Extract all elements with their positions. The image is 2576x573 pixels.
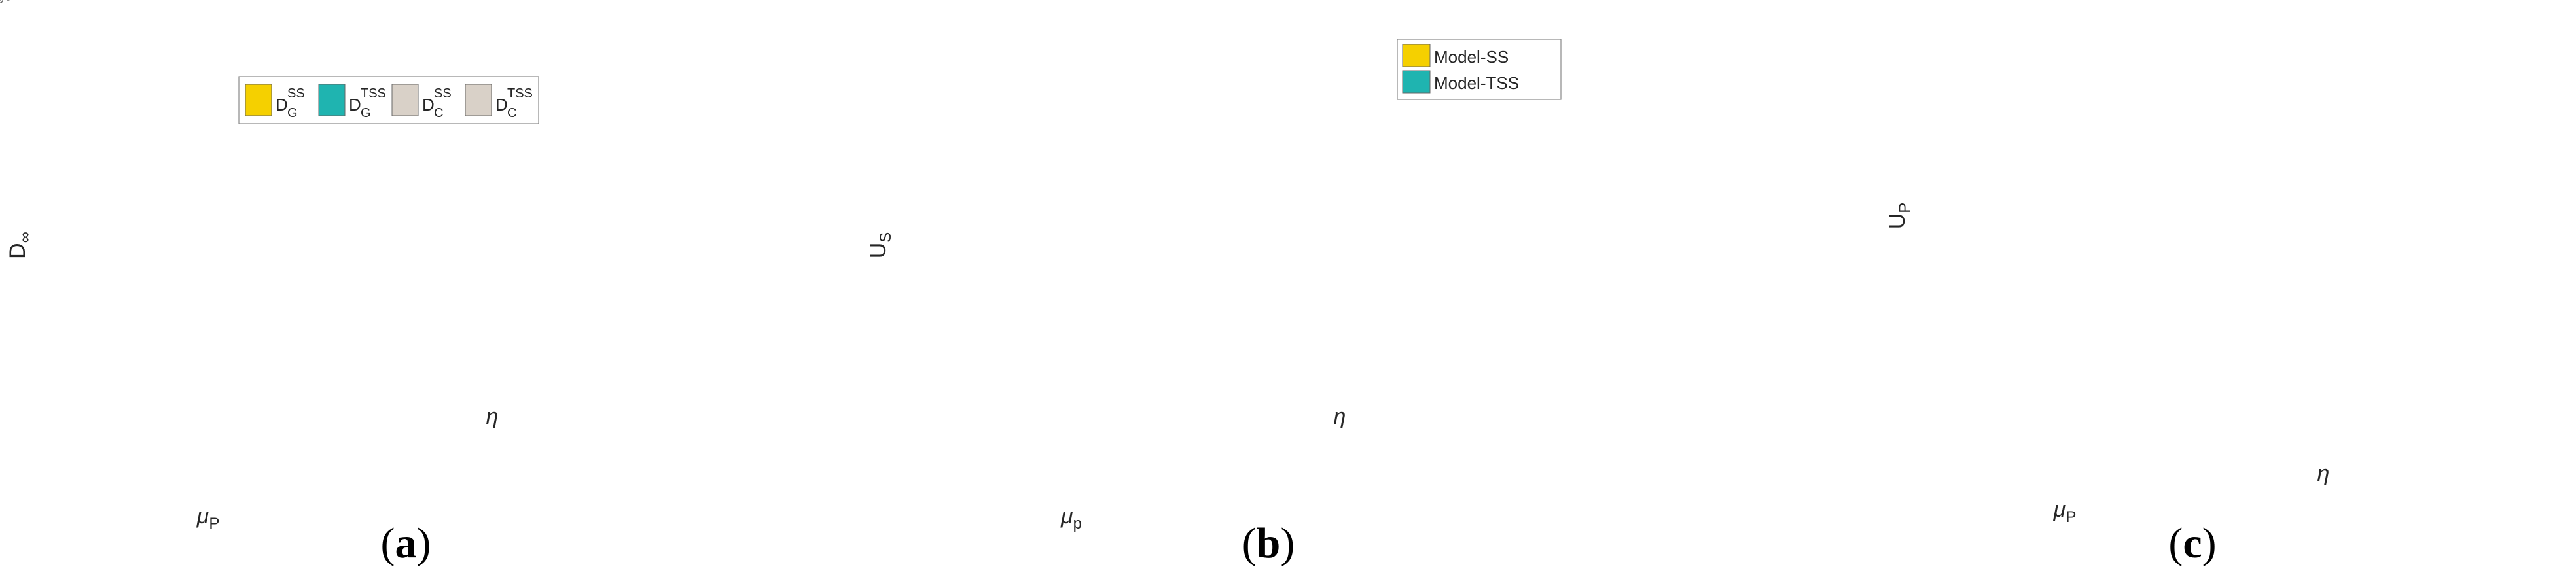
z-axis-label-sub: ∞ bbox=[16, 232, 34, 243]
tick-labels: 00.20.40.60.8100.510100200300400 bbox=[0, 0, 14, 5]
legend-label-sup: TSS bbox=[361, 86, 386, 101]
y-axis-label: η bbox=[486, 404, 499, 429]
x-tick-label: 0.4 bbox=[0, 0, 14, 5]
tick-labels: 00.5100.20.40.60.810200400 bbox=[0, 0, 14, 5]
x-tick-label: 0.4 bbox=[0, 0, 14, 5]
x-axis-label-sub: p bbox=[1073, 515, 1082, 532]
z-axis-label-base: U bbox=[1885, 213, 1910, 230]
z-axis-label-base: D bbox=[5, 243, 30, 259]
caption-close-paren: ) bbox=[2202, 519, 2217, 567]
y-tick-label: 0.8 bbox=[0, 0, 14, 5]
z-axis-label: D∞ bbox=[5, 232, 34, 259]
legend-label: DSS C bbox=[422, 86, 452, 120]
caption-open-paren: ( bbox=[381, 519, 395, 567]
legend-label: Model-SS bbox=[1434, 47, 1509, 67]
legend: DSS G DTSS G DSS C DTSS C bbox=[238, 76, 539, 124]
caption-letter: c bbox=[2183, 519, 2202, 567]
legend-label-base: D bbox=[422, 95, 435, 114]
legend-label-base: D bbox=[495, 95, 508, 114]
chart-panel-a: 00.20.40.60.8100.51510152025μPηD∞DSSGDTS… bbox=[0, 0, 539, 567]
caption-letter: b bbox=[1257, 519, 1281, 567]
chart-panel-c: 00.5100.20.40.60.810200400μPηUP(c) bbox=[0, 0, 2329, 567]
panel-caption: (b) bbox=[1242, 519, 1295, 567]
x-axis-label-sub: P bbox=[209, 515, 219, 532]
caption-letter: a bbox=[395, 519, 417, 567]
legend-label-sup: TSS bbox=[507, 86, 533, 101]
chart-panel-b: 00.20.40.60.8100.510100200300400μpηUSMod… bbox=[0, 0, 1562, 567]
x-axis-label-base: μ bbox=[196, 504, 209, 529]
legend-label-sup: SS bbox=[434, 86, 452, 101]
y-tick-label: 0 bbox=[0, 0, 5, 5]
y-tick-label: 0.2 bbox=[0, 0, 14, 5]
x-tick-label: 0.6 bbox=[0, 0, 14, 5]
legend-label-sup: SS bbox=[287, 86, 305, 101]
x-tick-label: 0.8 bbox=[0, 0, 14, 5]
caption-close-paren: ) bbox=[1280, 519, 1295, 567]
legend-swatch bbox=[245, 84, 272, 116]
x-tick-label: 0.5 bbox=[0, 0, 14, 5]
y-tick-label: 1 bbox=[0, 0, 5, 5]
x-axis-label: μP bbox=[196, 504, 220, 532]
x-axis-label-base: μ bbox=[2053, 497, 2066, 522]
panel-caption: (c) bbox=[2168, 519, 2216, 567]
y-axis-label: η bbox=[1334, 404, 1346, 429]
y-tick-label: 0 bbox=[0, 0, 5, 5]
surface-marker bbox=[0, 0, 3, 3]
z-axis-label-base: U bbox=[866, 243, 891, 259]
y-tick-label: 0.4 bbox=[0, 0, 14, 5]
legend-label-sub: C bbox=[434, 106, 443, 120]
x-axis-label: μP bbox=[2053, 497, 2077, 526]
panel-caption: (a) bbox=[381, 519, 431, 567]
y-tick-label: 0.5 bbox=[0, 0, 14, 5]
x-tick-label: 0.8 bbox=[0, 0, 14, 5]
x-tick-label: 0.2 bbox=[0, 0, 14, 5]
y-tick-label: 0.5 bbox=[0, 0, 14, 5]
legend-label-base: D bbox=[276, 95, 288, 114]
x-axis-label-sub: P bbox=[2066, 508, 2076, 526]
z-axis-label-sub: S bbox=[877, 232, 895, 243]
x-tick-label: 1 bbox=[0, 0, 5, 5]
x-tick-label: 1 bbox=[0, 0, 5, 5]
legend-label-sub: C bbox=[507, 106, 516, 120]
legend-label-sub: G bbox=[361, 106, 371, 120]
legend-label: Model-TSS bbox=[1434, 73, 1519, 93]
x-axis-label: μp bbox=[1060, 504, 1082, 532]
x-tick-label: 0 bbox=[0, 0, 5, 5]
x-tick-label: 0 bbox=[0, 0, 5, 5]
legend-swatch bbox=[1402, 44, 1431, 67]
z-axis-label: US bbox=[866, 232, 895, 259]
legend-label: DTSS C bbox=[495, 86, 533, 120]
x-tick-label: 0.6 bbox=[0, 0, 14, 5]
y-axis-label: η bbox=[2317, 461, 2330, 486]
z-axis-label: UP bbox=[1885, 203, 1914, 230]
legend: Model-SS Model-TSS bbox=[1397, 39, 1562, 100]
legend-swatch bbox=[318, 84, 346, 116]
x-tick-label: 0 bbox=[0, 0, 5, 5]
caption-close-paren: ) bbox=[417, 519, 431, 567]
y-tick-label: 1 bbox=[0, 0, 5, 5]
caption-open-paren: ( bbox=[1242, 519, 1257, 567]
legend-label-base: D bbox=[349, 95, 361, 114]
legend-label: DSS G bbox=[276, 86, 305, 120]
tick-labels: 00.20.40.60.8100.51510152025 bbox=[0, 0, 14, 5]
axis-labels: μp η US bbox=[866, 232, 1346, 532]
y-tick-label: 0 bbox=[0, 0, 5, 5]
x-tick-label: 0.2 bbox=[0, 0, 14, 5]
surface-model-tss bbox=[0, 0, 3, 3]
legend-label: DTSS G bbox=[349, 86, 386, 120]
caption-open-paren: ( bbox=[2168, 519, 2183, 567]
legend-swatch bbox=[1402, 70, 1431, 94]
legend-swatch bbox=[391, 84, 419, 116]
legend-label-sub: G bbox=[287, 106, 298, 120]
legend-swatch bbox=[465, 84, 492, 116]
x-tick-label: 1 bbox=[0, 0, 5, 5]
y-tick-label: 1 bbox=[0, 0, 5, 5]
x-axis-label-base: μ bbox=[1060, 504, 1073, 529]
z-axis-label-sub: P bbox=[1896, 203, 1914, 213]
y-tick-label: 0.6 bbox=[0, 0, 14, 5]
